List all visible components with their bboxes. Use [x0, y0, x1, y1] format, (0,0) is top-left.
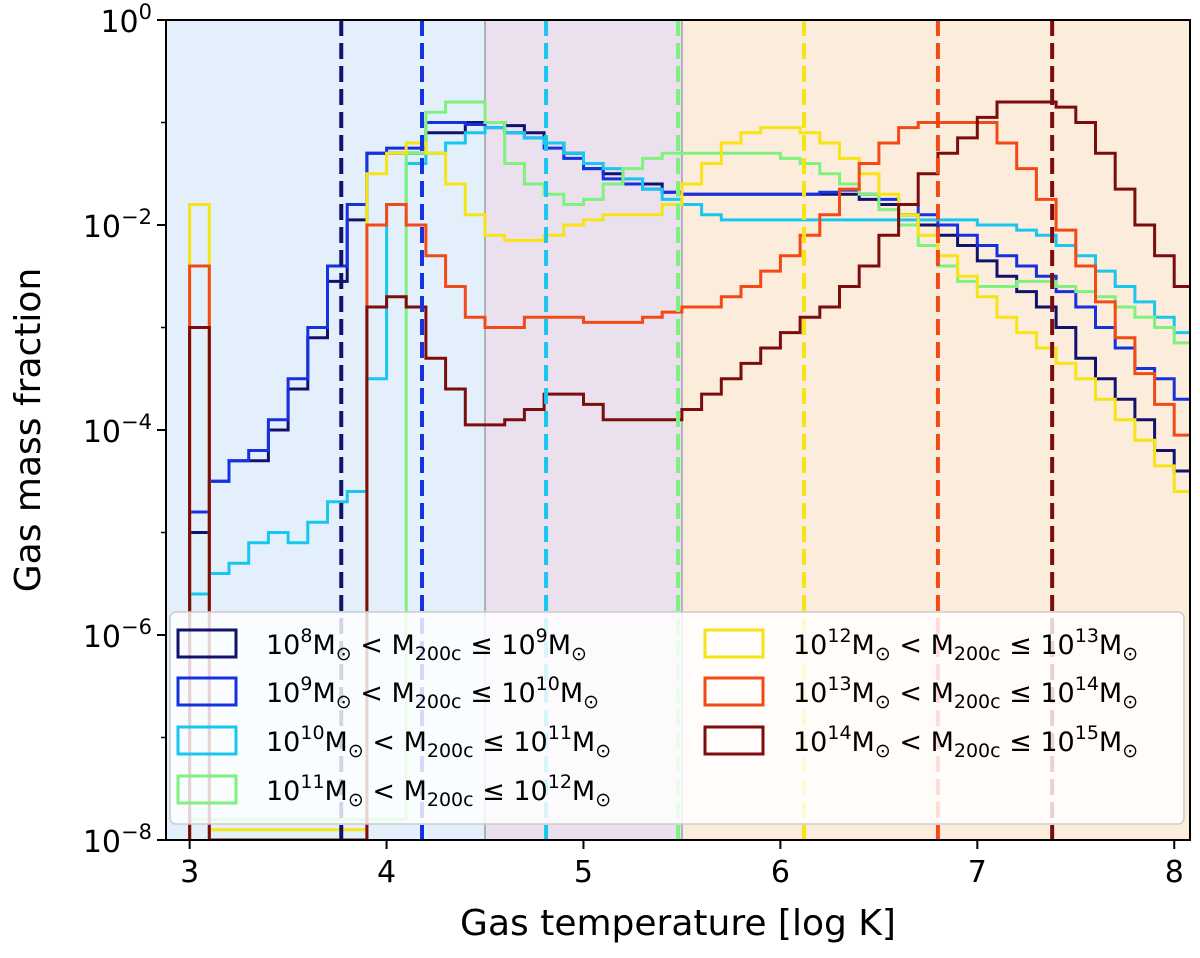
y-tick-label: 10−2: [83, 205, 152, 245]
series-line-1e14-1e15: [188, 100, 1190, 840]
y-tick-label: 100: [100, 0, 152, 40]
legend: 108M⊙ < M200c ≤ 109M⊙ 109M⊙ < M200c ≤ 101…: [169, 611, 1185, 825]
series-line-1e13-1e14: [188, 121, 1190, 840]
y-axis-label: Gas mass fraction: [8, 268, 49, 593]
legend-swatch-1e9-1e10: [176, 676, 238, 707]
x-tick-label: 8: [1165, 855, 1184, 890]
legend-swatch-1e11-1e12: [176, 774, 238, 805]
x-ticks: 3 4 5 6 7 8: [180, 840, 1184, 890]
y-tick-label: 10−4: [83, 410, 152, 450]
x-tick-label: 4: [377, 855, 396, 890]
x-tick-label: 5: [574, 855, 593, 890]
legend-label-1e8-1e9: 108M⊙ < M200c ≤ 109M⊙: [266, 625, 587, 665]
legend-box: [169, 611, 1185, 825]
x-tick-label: 7: [968, 855, 987, 890]
legend-label-1e11-1e12: 1011M⊙ < M200c ≤ 1012M⊙: [266, 771, 611, 811]
legend-label-1e14-1e15: 1014M⊙ < M200c ≤ 1015M⊙: [793, 722, 1138, 762]
series-lines: [188, 100, 1190, 840]
series-line-1e12-1e13: [188, 126, 1190, 840]
legend-swatch-1e12-1e13: [703, 628, 765, 659]
legend-swatch-1e10-1e11: [176, 725, 238, 756]
legend-label-1e13-1e14: 1013M⊙ < M200c ≤ 1014M⊙: [793, 673, 1138, 713]
legend-label-1e10-1e11: 1010M⊙ < M200c ≤ 1011M⊙: [266, 722, 611, 762]
series-line-1e11-1e12: [188, 100, 1190, 840]
legend-swatch-1e8-1e9: [176, 628, 238, 659]
x-tick-label: 3: [180, 855, 199, 890]
y-ticks: 100 10−2 10−4 10−6 10−8: [83, 0, 166, 860]
x-tick-label: 6: [771, 855, 790, 890]
y-tick-label: 10−6: [83, 615, 152, 655]
legend-label-1e12-1e13: 1012M⊙ < M200c ≤ 1013M⊙: [793, 625, 1138, 665]
legend-swatch-1e13-1e14: [703, 676, 765, 707]
y-tick-label: 10−8: [83, 820, 152, 860]
legend-label-1e9-1e10: 109M⊙ < M200c ≤ 1010M⊙: [266, 673, 599, 713]
series-line-1e9-1e10: [188, 121, 1190, 840]
x-axis-label: Gas temperature [log K]: [460, 903, 896, 944]
legend-swatch-1e14-1e15: [703, 725, 765, 756]
